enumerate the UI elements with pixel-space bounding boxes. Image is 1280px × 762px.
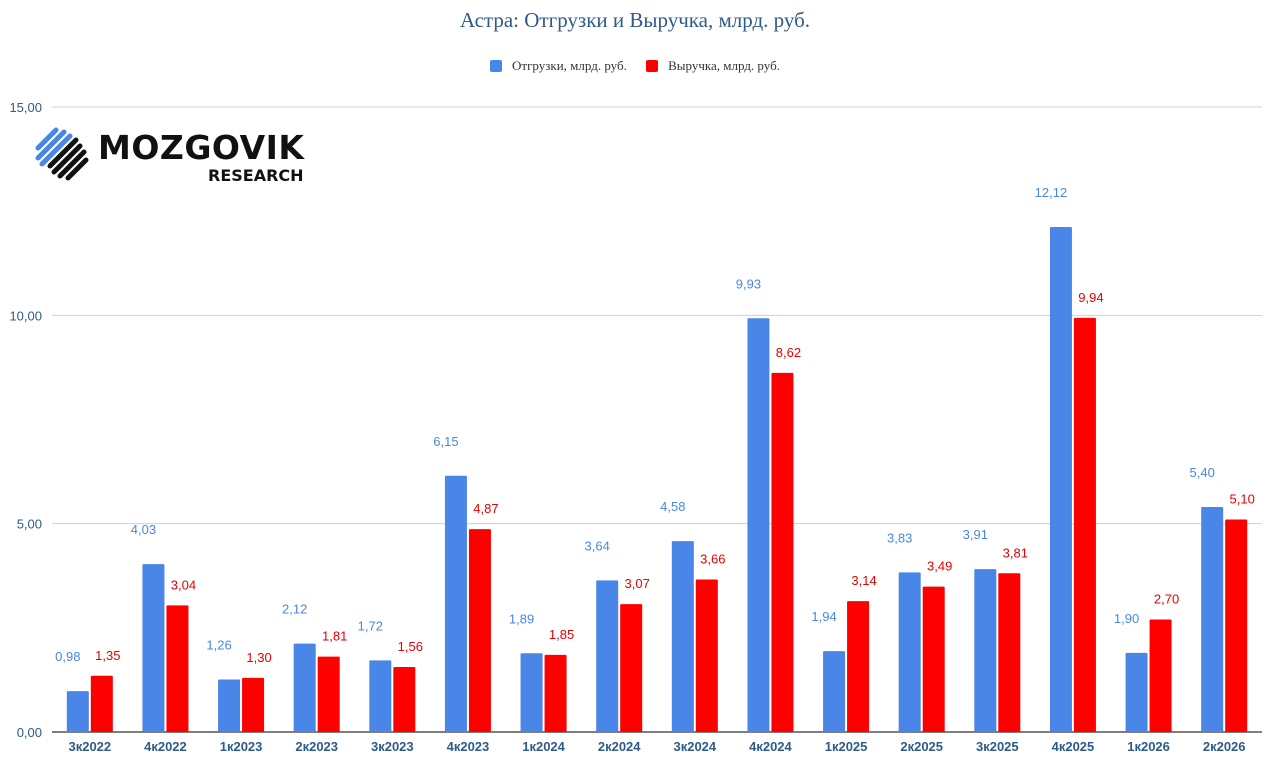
bar	[1201, 507, 1224, 732]
bar	[393, 667, 416, 732]
data-label: 4,87	[473, 501, 498, 516]
bar	[369, 660, 392, 732]
bar	[166, 605, 189, 732]
data-label: 3,14	[851, 573, 876, 588]
bar	[520, 653, 543, 732]
data-label: 9,94	[1078, 290, 1103, 305]
x-tick-label: 2к2026	[1203, 739, 1246, 754]
bar	[747, 318, 770, 732]
x-tick-label: 2к2025	[900, 739, 943, 754]
data-label: 3,64	[585, 538, 610, 553]
bar	[898, 572, 921, 732]
data-label: 9,93	[736, 276, 761, 291]
data-label: 1,89	[509, 611, 534, 626]
data-label: 1,81	[322, 629, 347, 644]
data-label: 2,70	[1154, 592, 1179, 607]
bar	[823, 651, 846, 732]
bar	[974, 569, 997, 732]
bar	[771, 372, 794, 732]
x-tick-label: 3к2022	[68, 739, 111, 754]
data-label: 1,35	[95, 648, 120, 663]
data-label: 1,90	[1114, 611, 1139, 626]
x-tick-label: 3к2025	[976, 739, 1019, 754]
data-label: 1,85	[549, 627, 574, 642]
y-tick-label: 0,00	[17, 725, 42, 740]
data-label: 3,07	[625, 576, 650, 591]
bar	[544, 654, 567, 732]
bar	[293, 643, 316, 732]
bar	[90, 675, 113, 732]
data-label: 3,81	[1003, 545, 1028, 560]
data-label: 1,72	[358, 618, 383, 633]
data-label: 4,58	[660, 499, 685, 514]
legend-label-revenue: Выручка, млрд. руб.	[668, 58, 780, 73]
bar	[922, 586, 945, 732]
bar	[1049, 227, 1072, 732]
bar	[847, 601, 870, 732]
bar	[468, 529, 491, 732]
legend: Отгрузки, млрд. руб. Выручка, млрд. руб.	[0, 58, 1270, 76]
mozgovik-logo: MOZGOVIK RESEARCH	[34, 126, 324, 190]
data-label: 1,26	[206, 638, 231, 653]
bar	[317, 656, 340, 732]
legend-swatch-shipments	[490, 60, 503, 72]
data-label: 3,04	[171, 577, 196, 592]
bar	[998, 573, 1021, 732]
data-label: 12,12	[1035, 185, 1068, 200]
data-label: 5,10	[1230, 492, 1255, 507]
legend-swatch-revenue	[646, 60, 659, 72]
bar	[142, 564, 165, 732]
data-label: 5,40	[1190, 465, 1215, 480]
x-tick-label: 2к2024	[598, 739, 641, 754]
data-label: 3,66	[700, 552, 725, 567]
x-tick-label: 3к2023	[371, 739, 414, 754]
x-tick-label: 4к2025	[1052, 739, 1095, 754]
data-label: 4,03	[131, 522, 156, 537]
x-tick-label: 1к2023	[220, 739, 263, 754]
x-tick-label: 3к2024	[673, 739, 716, 754]
x-tick-label: 2к2023	[295, 739, 338, 754]
y-tick-label: 5,00	[17, 517, 42, 532]
data-label: 1,94	[811, 609, 836, 624]
y-tick-label: 15,00	[9, 100, 42, 115]
legend-item-revenue[interactable]: Выручка, млрд. руб.	[646, 58, 780, 74]
x-tick-label: 4к2022	[144, 739, 187, 754]
data-label: 3,83	[887, 530, 912, 545]
x-tick-label: 1к2024	[522, 739, 565, 754]
bar	[1225, 519, 1248, 732]
data-label: 0,98	[55, 649, 80, 664]
x-tick-label: 1к2026	[1127, 739, 1170, 754]
data-label: 1,56	[398, 639, 423, 654]
bar	[695, 579, 718, 732]
bar	[1125, 652, 1148, 732]
logo-mark-icon	[35, 127, 89, 181]
bar	[620, 604, 643, 732]
x-tick-label: 1к2025	[825, 739, 868, 754]
bar	[1149, 619, 1172, 732]
logo-wordmark: MOZGOVIK	[98, 128, 305, 167]
logo-subtitle: RESEARCH	[208, 166, 304, 185]
bar	[242, 677, 265, 732]
bar	[66, 691, 89, 732]
data-label: 8,62	[776, 345, 801, 360]
x-tick-label: 4к2024	[749, 739, 792, 754]
bar	[218, 679, 241, 732]
chart-title: Астра: Отгрузки и Выручка, млрд. руб.	[459, 8, 811, 32]
data-label: 2,12	[282, 602, 307, 617]
bar	[444, 475, 467, 732]
data-label: 6,15	[433, 434, 458, 449]
data-label: 1,30	[246, 650, 271, 665]
y-tick-label: 10,00	[9, 308, 42, 323]
data-label: 3,49	[927, 559, 952, 574]
bar	[1073, 317, 1096, 732]
bar	[596, 580, 619, 732]
x-tick-label: 4к2023	[447, 739, 490, 754]
data-label: 3,91	[963, 527, 988, 542]
legend-item-shipments[interactable]: Отгрузки, млрд. руб.	[490, 58, 627, 74]
legend-label-shipments: Отгрузки, млрд. руб.	[512, 58, 627, 73]
bar	[671, 541, 694, 732]
